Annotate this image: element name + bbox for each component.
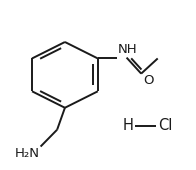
Text: O: O — [143, 74, 154, 87]
Text: H: H — [122, 118, 133, 133]
Text: NH: NH — [118, 43, 137, 56]
Text: H₂N: H₂N — [15, 147, 40, 160]
Text: Cl: Cl — [158, 118, 173, 133]
